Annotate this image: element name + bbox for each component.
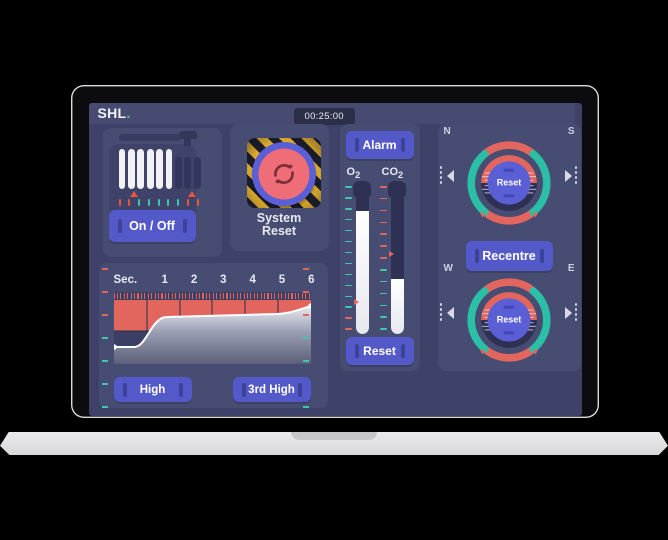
svg-text:Reset: Reset — [497, 178, 522, 188]
svg-text:Reset: Reset — [497, 315, 522, 325]
